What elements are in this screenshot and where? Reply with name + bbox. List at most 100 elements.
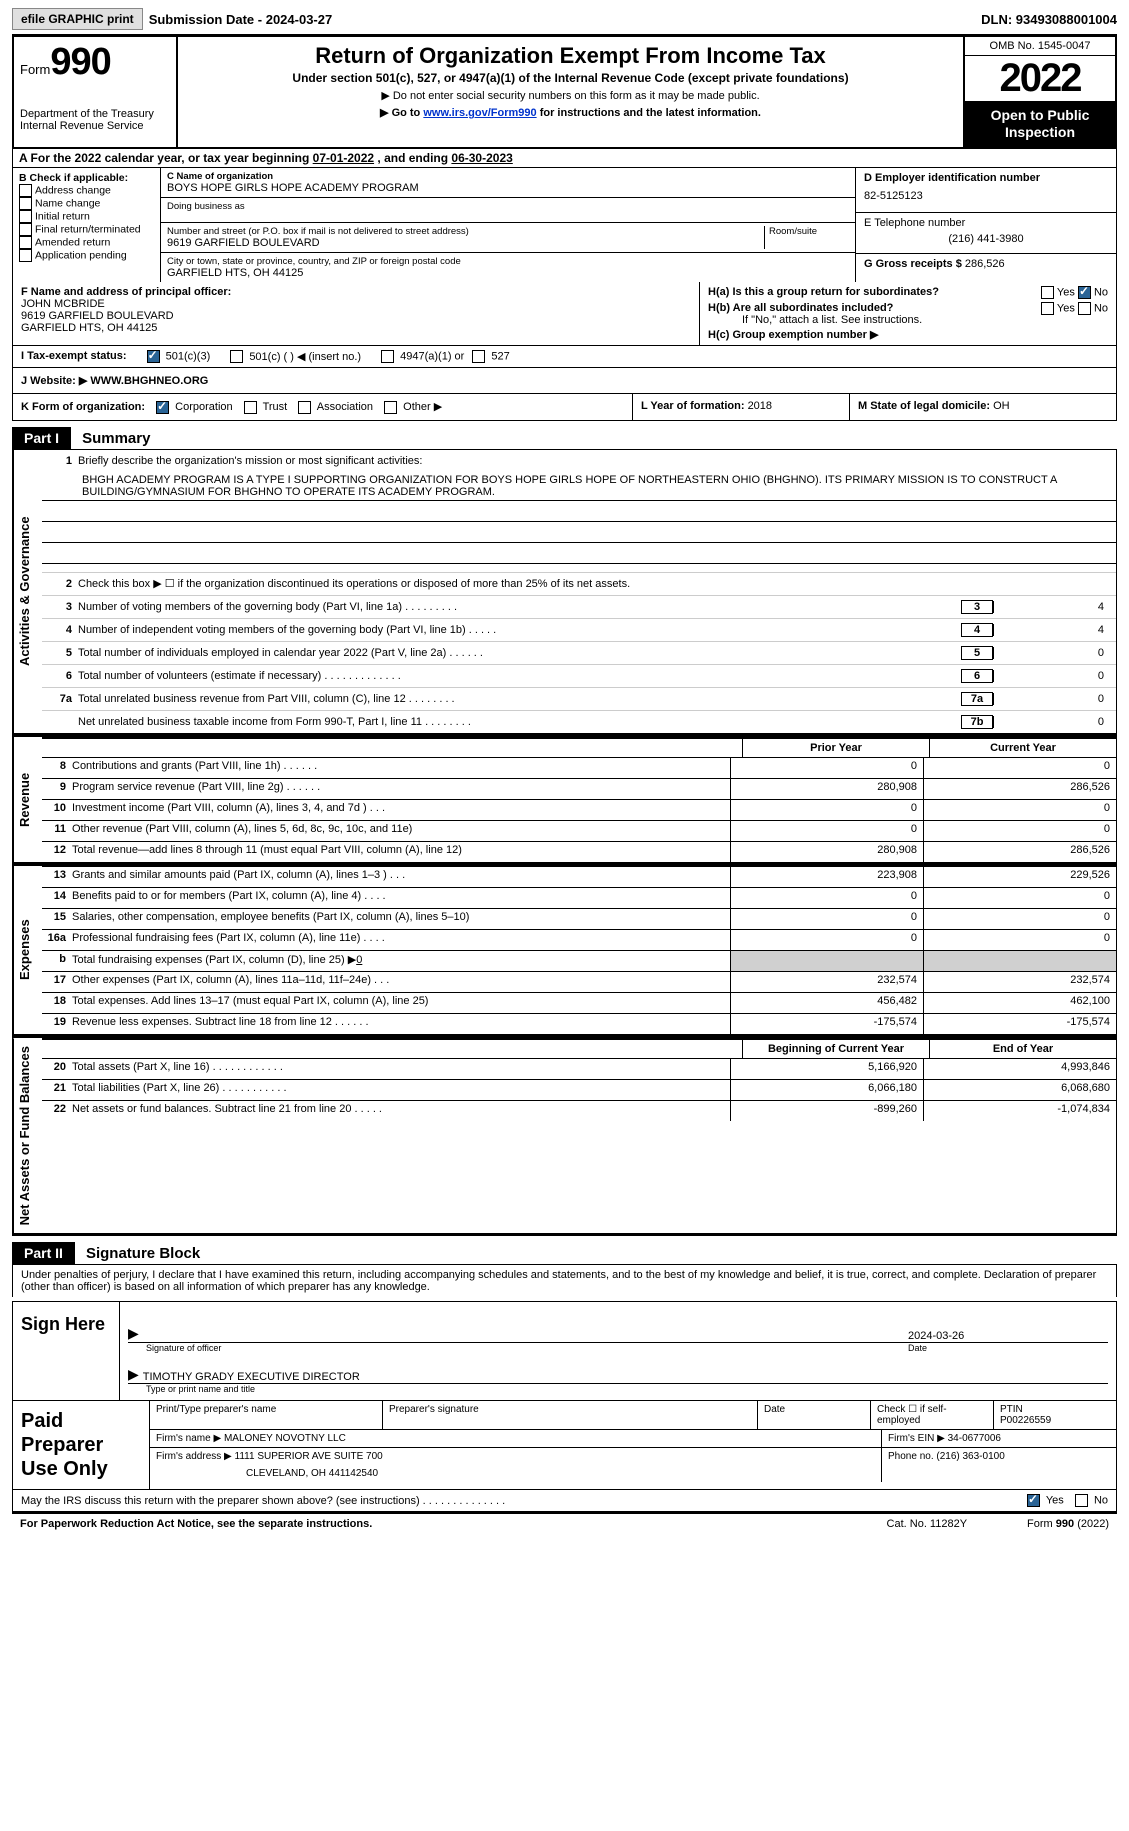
type-name-label: Type or print name and title bbox=[128, 1384, 1108, 1394]
beg-year-hdr: Beginning of Current Year bbox=[742, 1040, 929, 1058]
org-name-label: C Name of organization bbox=[167, 171, 849, 182]
q15: Salaries, other compensation, employee b… bbox=[72, 909, 730, 929]
m-state-domicile: M State of legal domicile: OH bbox=[850, 394, 1116, 420]
c20: 4,993,846 bbox=[923, 1059, 1116, 1079]
h-c: H(c) Group exemption number ▶ bbox=[708, 328, 1108, 341]
gross-label: G Gross receipts $ bbox=[864, 258, 965, 270]
form-subtitle: Under section 501(c), 527, or 4947(a)(1)… bbox=[186, 71, 955, 85]
city-value: GARFIELD HTS, OH 44125 bbox=[167, 267, 849, 279]
col-b-checkboxes: B Check if applicable: Address change Na… bbox=[13, 168, 161, 282]
arrow-icon: ▶ bbox=[128, 1325, 139, 1342]
vtab-revenue: Revenue bbox=[13, 737, 42, 862]
irs-link[interactable]: www.irs.gov/Form990 bbox=[423, 107, 536, 119]
dln: DLN: 93493088001004 bbox=[981, 12, 1117, 27]
chk-501c[interactable] bbox=[230, 350, 243, 363]
discuss-yes[interactable] bbox=[1027, 1494, 1040, 1507]
cat-no: Cat. No. 11282Y bbox=[887, 1518, 968, 1530]
phone-value: (216) 441-3980 bbox=[864, 229, 1108, 249]
p22: -899,260 bbox=[730, 1101, 923, 1121]
c9: 286,526 bbox=[923, 779, 1116, 799]
q2: Check this box ▶ ☐ if the organization d… bbox=[78, 577, 1110, 590]
print-preparer-label: Print/Type preparer's name bbox=[150, 1401, 383, 1429]
q22: Net assets or fund balances. Subtract li… bbox=[72, 1101, 730, 1121]
chk-initial-return[interactable] bbox=[19, 210, 32, 223]
h-a: H(a) Is this a group return for subordin… bbox=[708, 286, 1108, 298]
q1: Briefly describe the organization's miss… bbox=[78, 455, 1110, 467]
ein-label: D Employer identification number bbox=[864, 172, 1108, 184]
q13: Grants and similar amounts paid (Part IX… bbox=[72, 867, 730, 887]
discuss-no[interactable] bbox=[1075, 1494, 1088, 1507]
chk-4947[interactable] bbox=[381, 350, 394, 363]
k-form-org: K Form of organization: Corporation Trus… bbox=[13, 394, 633, 420]
officer-printed-name: TIMOTHY GRADY EXECUTIVE DIRECTOR bbox=[143, 1371, 360, 1383]
preparer-sig-label: Preparer's signature bbox=[383, 1401, 758, 1429]
tax-year: 2022 bbox=[965, 56, 1115, 101]
p15: 0 bbox=[730, 909, 923, 929]
chk-assoc[interactable] bbox=[298, 401, 311, 414]
c16a: 0 bbox=[923, 930, 1116, 950]
chk-app-pending[interactable] bbox=[19, 249, 32, 262]
v4: 4 bbox=[993, 624, 1110, 636]
h-b: H(b) Are all subordinates included? Yes … bbox=[708, 302, 1108, 314]
chk-corp[interactable] bbox=[156, 401, 169, 414]
c15: 0 bbox=[923, 909, 1116, 929]
chk-address-change[interactable] bbox=[19, 184, 32, 197]
top-bar: efile GRAPHIC print Submission Date - 20… bbox=[12, 8, 1117, 30]
q7b: Net unrelated business taxable income fr… bbox=[78, 716, 961, 728]
street-value: 9619 GARFIELD BOULEVARD bbox=[167, 237, 760, 249]
q21: Total liabilities (Part X, line 26) . . … bbox=[72, 1080, 730, 1100]
vtab-netassets: Net Assets or Fund Balances bbox=[13, 1038, 42, 1233]
q19: Revenue less expenses. Subtract line 18 … bbox=[72, 1014, 730, 1034]
officer-box: F Name and address of principal officer:… bbox=[13, 282, 700, 345]
form-footer: Form 990 (2022) bbox=[1027, 1518, 1109, 1530]
efile-print-button[interactable]: efile GRAPHIC print bbox=[12, 8, 143, 30]
sig-officer-label: Signature of officer bbox=[128, 1343, 900, 1353]
chk-527[interactable] bbox=[472, 350, 485, 363]
dba-label: Doing business as bbox=[167, 201, 849, 212]
firm-address: Firm's address ▶ 1111 SUPERIOR AVE SUITE… bbox=[150, 1448, 882, 1482]
ha-no[interactable] bbox=[1078, 286, 1091, 299]
ha-yes[interactable] bbox=[1041, 286, 1054, 299]
q8: Contributions and grants (Part VIII, lin… bbox=[72, 758, 730, 778]
v3: 4 bbox=[993, 601, 1110, 613]
irs-label: Internal Revenue Service bbox=[20, 120, 170, 132]
prior-year-hdr: Prior Year bbox=[742, 739, 929, 757]
q9: Program service revenue (Part VIII, line… bbox=[72, 779, 730, 799]
p12: 280,908 bbox=[730, 842, 923, 862]
c21: 6,068,680 bbox=[923, 1080, 1116, 1100]
p14: 0 bbox=[730, 888, 923, 908]
dept-treasury: Department of the Treasury bbox=[20, 108, 170, 120]
website-row: J Website: ▶ WWW.BHGHNEO.ORG bbox=[12, 368, 1117, 394]
paid-preparer-label: Paid Preparer Use Only bbox=[13, 1401, 150, 1489]
form-number: Form990 bbox=[20, 41, 170, 84]
chk-trust[interactable] bbox=[244, 401, 257, 414]
submission-date: Submission Date - 2024-03-27 bbox=[149, 12, 333, 27]
q7a: Total unrelated business revenue from Pa… bbox=[78, 693, 961, 705]
discuss-row: May the IRS discuss this return with the… bbox=[12, 1490, 1117, 1512]
paperwork-notice: For Paperwork Reduction Act Notice, see … bbox=[20, 1518, 372, 1530]
org-name: BOYS HOPE GIRLS HOPE ACADEMY PROGRAM bbox=[167, 182, 849, 194]
firm-phone: Phone no. (216) 363-0100 bbox=[882, 1448, 1116, 1482]
firm-ein: Firm's EIN ▶ 34-0677006 bbox=[882, 1430, 1116, 1447]
street-label: Number and street (or P.O. box if mail i… bbox=[167, 226, 760, 237]
p17: 232,574 bbox=[730, 972, 923, 992]
part-i-title: Summary bbox=[74, 430, 150, 447]
h-b-note: If "No," attach a list. See instructions… bbox=[708, 314, 1108, 326]
c22: -1,074,834 bbox=[923, 1101, 1116, 1121]
chk-final-return[interactable] bbox=[19, 223, 32, 236]
gross-value: 286,526 bbox=[965, 258, 1005, 270]
chk-other[interactable] bbox=[384, 401, 397, 414]
q18: Total expenses. Add lines 13–17 (must eq… bbox=[72, 993, 730, 1013]
note-ssn: ▶ Do not enter social security numbers o… bbox=[186, 89, 955, 102]
chk-amended[interactable] bbox=[19, 236, 32, 249]
vtab-activities: Activities & Governance bbox=[13, 450, 42, 733]
prep-date-label: Date bbox=[758, 1401, 871, 1429]
chk-name-change[interactable] bbox=[19, 197, 32, 210]
chk-501c3[interactable] bbox=[147, 350, 160, 363]
part-ii-header: Part II bbox=[12, 1242, 75, 1264]
form-header: Form990 Department of the Treasury Inter… bbox=[12, 34, 1117, 149]
hb-yes[interactable] bbox=[1041, 302, 1054, 315]
hb-no[interactable] bbox=[1078, 302, 1091, 315]
sign-here-label: Sign Here bbox=[13, 1302, 120, 1400]
c10: 0 bbox=[923, 800, 1116, 820]
